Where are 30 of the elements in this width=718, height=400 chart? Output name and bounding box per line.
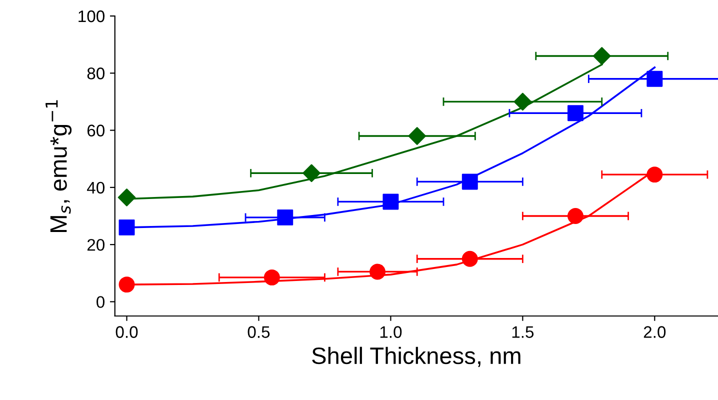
x-tick-label: 1.5	[512, 326, 534, 338]
x-tick-label: 1.0	[380, 326, 402, 338]
point	[382, 194, 399, 210]
point	[567, 105, 584, 122]
point	[462, 250, 478, 267]
y-tick-label: 100	[78, 10, 105, 22]
point	[567, 208, 584, 224]
point	[118, 276, 135, 293]
point	[118, 188, 136, 206]
x-tick-label: 0.0	[116, 326, 138, 338]
point	[514, 92, 532, 111]
point	[646, 70, 663, 87]
point	[646, 166, 663, 183]
point	[592, 47, 611, 65]
x-tick-label: 0.5	[248, 326, 270, 338]
point	[302, 164, 320, 182]
point	[118, 219, 135, 236]
point	[408, 127, 426, 145]
x-tick-label: 2.0	[644, 326, 666, 338]
y-tick-label: 0	[96, 296, 105, 308]
y-axis-title: M$_{s}$, emu*g$^{−1}$	[46, 100, 72, 232]
y-tick-label: 60	[87, 124, 105, 136]
y-tick-label: 20	[87, 238, 105, 251]
x-axis-title: Shell Thickness, nm	[312, 346, 520, 367]
point	[277, 209, 294, 226]
y-tick-label: 80	[87, 68, 105, 80]
point	[462, 174, 478, 190]
y-tick-label: 40	[87, 182, 105, 194]
point	[370, 264, 386, 280]
point	[264, 269, 280, 286]
